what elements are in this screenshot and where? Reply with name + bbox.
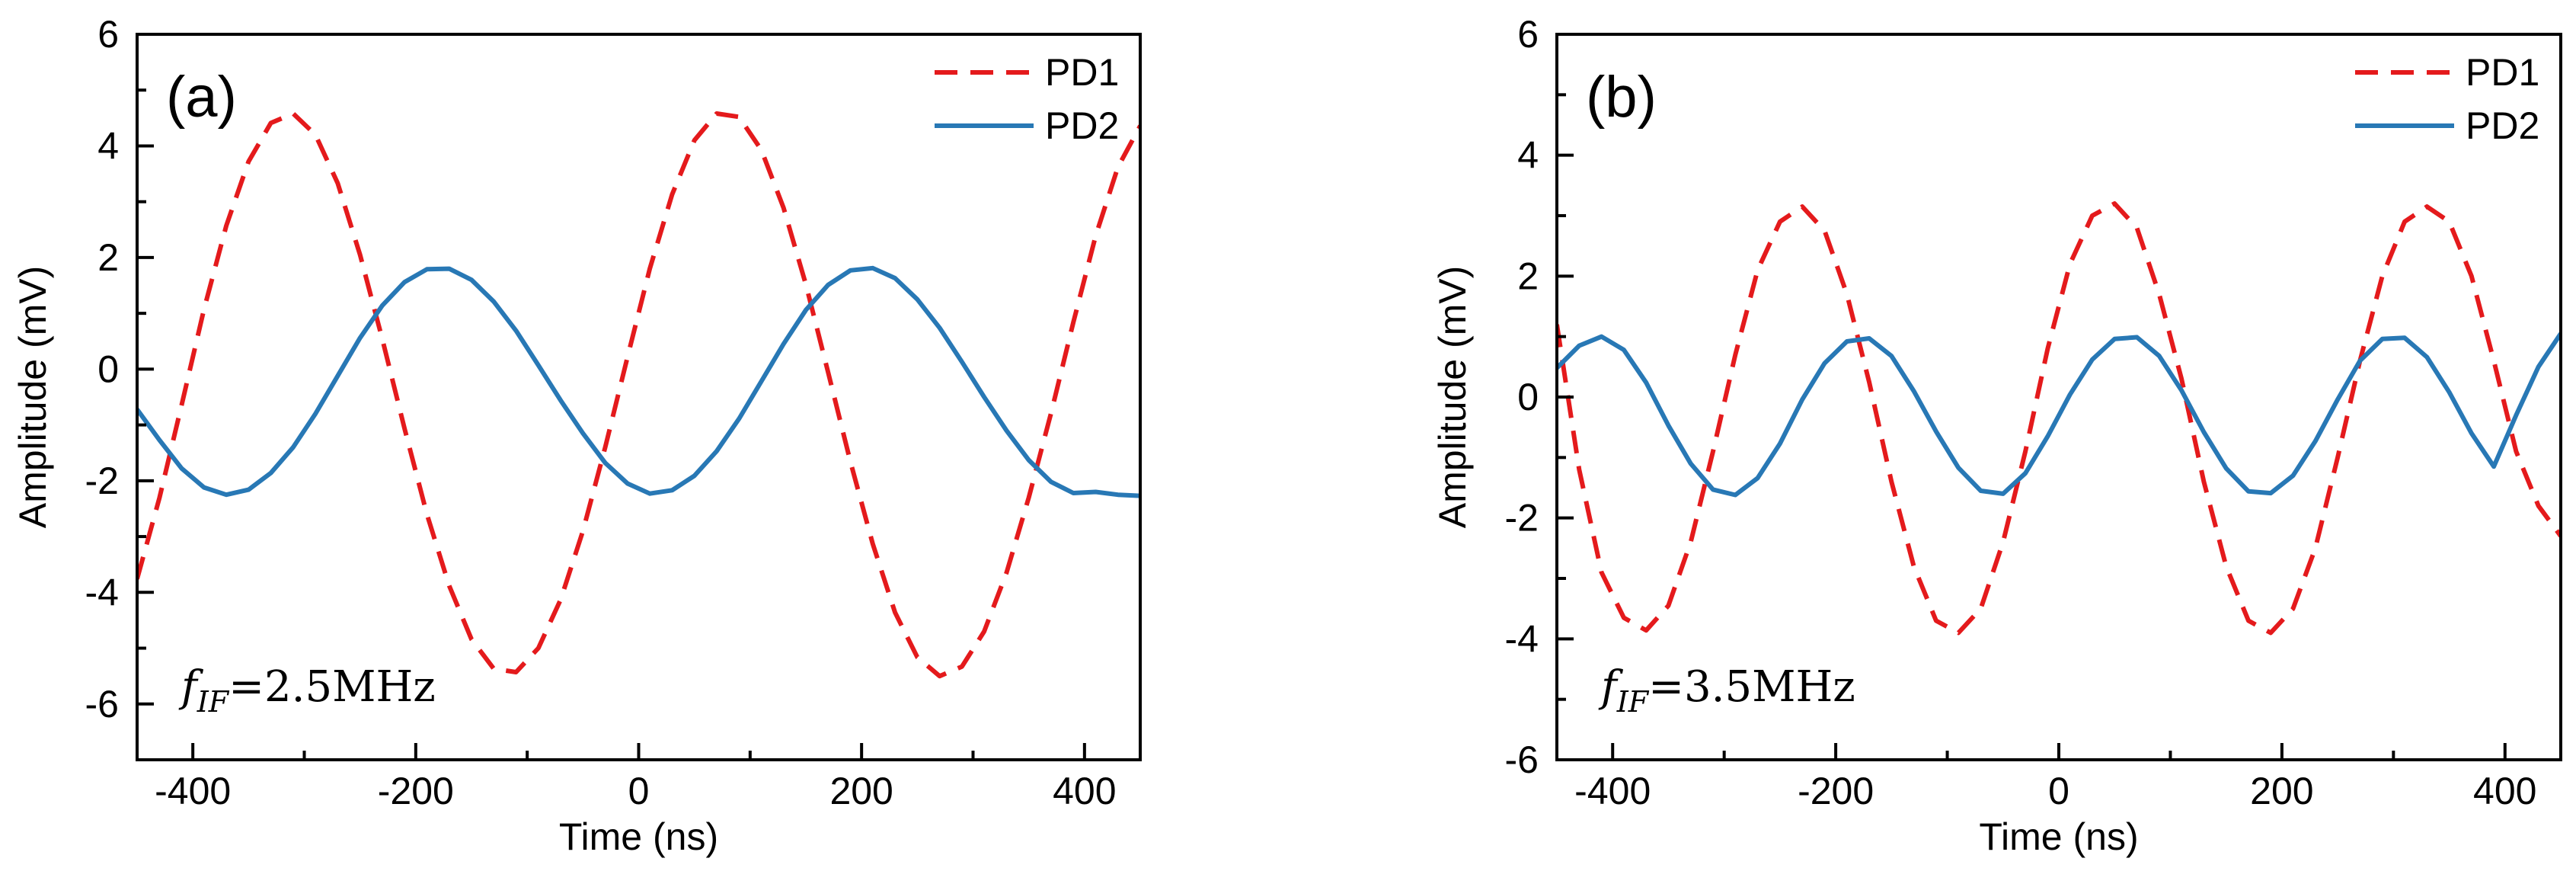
- panel-a-y-tick-label: 2: [97, 236, 119, 279]
- panel-b-x-axis-title: Time (ns): [1979, 815, 2138, 858]
- panel-a-label: (a): [166, 65, 237, 130]
- panel-b-x-tick-label: 400: [2473, 770, 2536, 812]
- panel-b-y-tick-label: -6: [1505, 738, 1539, 781]
- panel-b-y-axis-title: Amplitude (mV): [1431, 266, 1474, 529]
- panel-b-y-tick-label: 4: [1517, 134, 1539, 177]
- panel-a-annotation: fIF=2.5MHz: [178, 662, 436, 719]
- panel-b-series-pd2-line: [1557, 332, 2561, 498]
- panel-b-legend-label-pd2: PD2: [2466, 104, 2539, 147]
- panel-b-y-tick-label: 0: [1517, 376, 1539, 418]
- panel-b-label: (b): [1586, 65, 1657, 130]
- panel-b-chart: -400 -200 0 200 400 -6 -4 -2 0 2 4 6 Time (ns) Amplit…: [1431, 13, 2562, 858]
- panel-a-x-axis-title: Time (ns): [559, 815, 718, 858]
- panel-b-annotation-value: =3.5MHz: [1648, 662, 1855, 712]
- panel-b-annotation: fIF=3.5MHz: [1598, 662, 1855, 719]
- panel-b-y-tick-label: -4: [1505, 617, 1539, 660]
- panel-a-frame: [136, 33, 1142, 761]
- panel-b-x-tick-label: -200: [1798, 770, 1874, 812]
- panel-a-y-axis-title: Amplitude (mV): [11, 266, 54, 529]
- panel-b-x-tick-label: 200: [2250, 770, 2313, 812]
- panel-b-y-tick-label: 2: [1517, 255, 1539, 297]
- panel-a-y-tick-label: 0: [97, 348, 119, 390]
- panel-a-y-tick-label: 4: [97, 124, 119, 167]
- panel-a-x-tick-label: -400: [155, 770, 231, 812]
- panel-b-x-tick-label: -400: [1574, 770, 1651, 812]
- panel-a-chart: -400 -200 0 200 400 -6 -4 -2 0 2 4 6 Time (ns) Amplit…: [11, 13, 1142, 858]
- panel-b-series-pd1-line: [1557, 201, 2561, 636]
- panel-a-y-tick-label: 6: [97, 13, 119, 56]
- panel-a-annotation-subscript: IF: [197, 685, 230, 719]
- panel-a-y-tick-label: -2: [85, 460, 119, 502]
- panel-a-x-tick-label: 400: [1053, 770, 1116, 812]
- panel-a-x-tick-label: -200: [378, 770, 454, 812]
- panel-b-x-tick-label: 0: [2048, 770, 2069, 812]
- panel-a-x-tick-label: 200: [829, 770, 893, 812]
- panel-a-x-tick-label: 0: [628, 770, 650, 812]
- panel-b-annotation-subscript: IF: [1616, 685, 1650, 719]
- panel-a-y-tick-label: -4: [85, 571, 119, 613]
- panel-a-legend-label-pd2: PD2: [1045, 104, 1119, 147]
- panel-b-frame: [1555, 33, 2562, 761]
- panel-b-legend-label-pd1: PD1: [2466, 51, 2539, 94]
- panel-b-y-tick-label: -2: [1505, 497, 1539, 540]
- panel-a-series-pd2-line: [137, 265, 1140, 498]
- panel-b-y-tick-label: 6: [1517, 13, 1539, 56]
- panel-a-legend-label-pd1: PD1: [1045, 51, 1119, 94]
- panel-a-y-tick-label: -6: [85, 683, 119, 725]
- panel-a-annotation-value: =2.5MHz: [229, 662, 436, 712]
- panel-a-series-pd1-line: [137, 111, 1140, 679]
